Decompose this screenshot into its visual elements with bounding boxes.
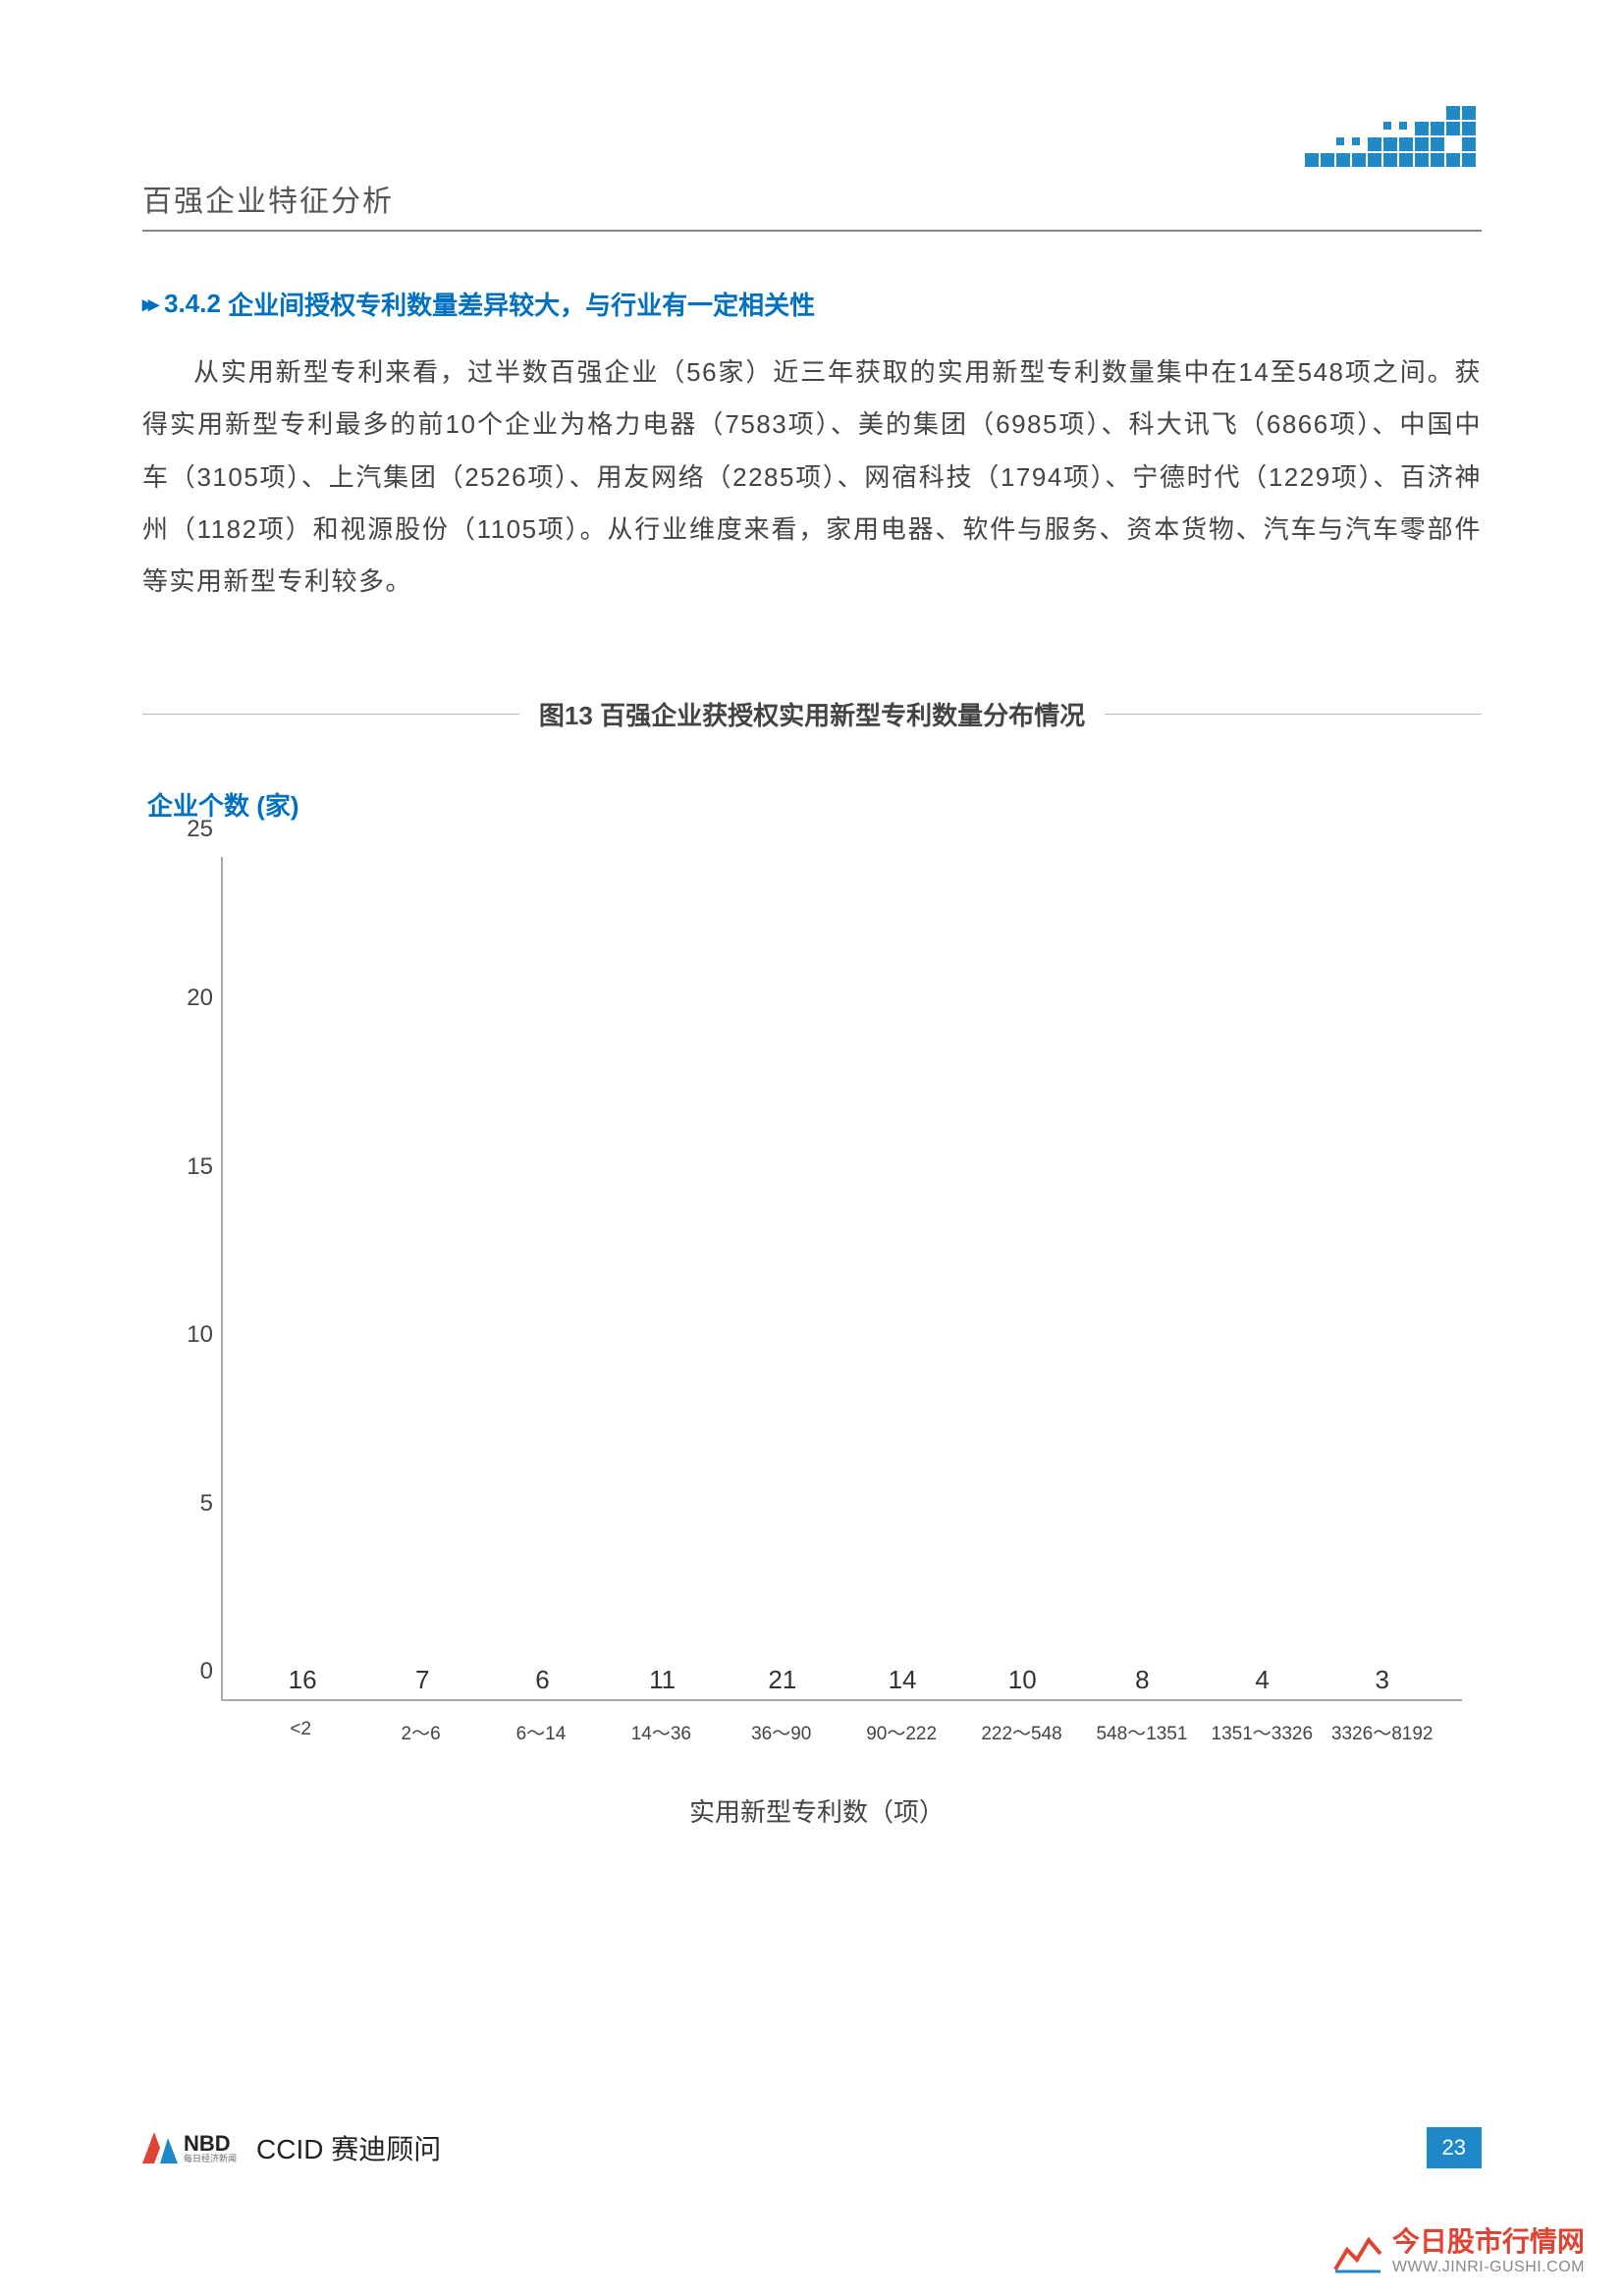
bar-group: 16 <box>248 1665 356 1699</box>
bar-group: 4 <box>1209 1665 1317 1699</box>
bar-value-label: 11 <box>649 1665 676 1695</box>
bar-value-label: 7 <box>415 1665 429 1695</box>
body-paragraph: 从实用新型专利来看，过半数百强企业（56家）近三年获取的实用新型专利数量集中在1… <box>142 347 1482 608</box>
y-tick: 10 <box>169 1321 213 1349</box>
corner-dot-graphic <box>1305 106 1482 175</box>
page-footer: NBD 每日经济新闻 CCID 赛迪顾问 23 <box>142 2127 1482 2168</box>
bar-value-label: 10 <box>1008 1665 1037 1695</box>
bar-value-label: 3 <box>1376 1665 1389 1695</box>
header-title: 百强企业特征分析 <box>142 177 394 220</box>
ccid-label: CCID 赛迪顾问 <box>256 2128 441 2167</box>
bar-chart: 167611211410843 0510152025 <22～66～1414～3… <box>152 857 1482 1829</box>
section-heading: ▸▸ 3.4.2 企业间授权专利数量差异较大，与行业有一定相关性 <box>142 286 1482 322</box>
nbd-label: NBD <box>184 2133 237 2155</box>
bar-group: 8 <box>1088 1665 1196 1699</box>
bar-group: 10 <box>968 1665 1076 1699</box>
x-tick-label: 2～6 <box>367 1719 475 1745</box>
bar-group: 21 <box>729 1665 837 1699</box>
bar-value-label: 8 <box>1135 1665 1149 1695</box>
bar-group: 6 <box>488 1665 596 1699</box>
x-tick-label: 14～36 <box>607 1719 715 1745</box>
y-tick: 0 <box>169 1658 213 1685</box>
y-tick: 5 <box>169 1490 213 1518</box>
x-tick-label: 1351～3326 <box>1208 1719 1316 1745</box>
x-tick-label: 548～1351 <box>1088 1719 1196 1745</box>
nbd-logo: NBD 每日经济新闻 <box>142 2132 237 2163</box>
section-number: 3.4.2 <box>164 289 221 319</box>
bar-value-label: 14 <box>889 1665 917 1695</box>
bar-value-label: 4 <box>1255 1665 1269 1695</box>
x-tick-label: 222～548 <box>967 1719 1075 1745</box>
nbd-sub: 每日经济新闻 <box>184 2155 237 2163</box>
x-tick-label: 36～90 <box>728 1719 836 1745</box>
bar-group: 14 <box>848 1665 956 1699</box>
arrow-icon: ▸▸ <box>142 292 154 317</box>
y-axis-label: 企业个数 (家) <box>147 786 1482 823</box>
bar-value-label: 16 <box>289 1665 317 1695</box>
watermark: 今日股市行情网 WWW.JINRI-GUSHI.COM <box>1333 2226 1585 2276</box>
bar-value-label: 21 <box>768 1665 796 1695</box>
chart-title: 图13 百强企业获授权实用新型专利数量分布情况 <box>519 696 1105 732</box>
x-axis-title: 实用新型专利数（项） <box>152 1792 1482 1829</box>
watermark-icon <box>1333 2230 1382 2273</box>
x-tick-label: 6～14 <box>487 1719 595 1745</box>
y-tick: 25 <box>169 816 213 843</box>
x-tick-label: <2 <box>246 1719 354 1745</box>
page-number: 23 <box>1427 2127 1482 2168</box>
bar-group: 3 <box>1328 1665 1436 1699</box>
page-header: 百强企业特征分析 <box>142 177 1482 232</box>
x-tick-label: 3326～8192 <box>1328 1719 1436 1745</box>
bar-group: 7 <box>368 1665 476 1699</box>
x-tick-label: 90～222 <box>847 1719 955 1745</box>
y-tick: 15 <box>169 1153 213 1181</box>
watermark-url: WWW.JINRI-GUSHI.COM <box>1392 2259 1585 2276</box>
bar-group: 11 <box>609 1665 717 1699</box>
section-heading-text: 企业间授权专利数量差异较大，与行业有一定相关性 <box>228 286 815 322</box>
y-tick: 20 <box>169 985 213 1012</box>
bar-value-label: 6 <box>535 1665 549 1695</box>
watermark-main: 今日股市行情网 <box>1392 2226 1585 2258</box>
chart-title-row: 图13 百强企业获授权实用新型专利数量分布情况 <box>142 696 1482 732</box>
nbd-icon <box>142 2132 178 2163</box>
